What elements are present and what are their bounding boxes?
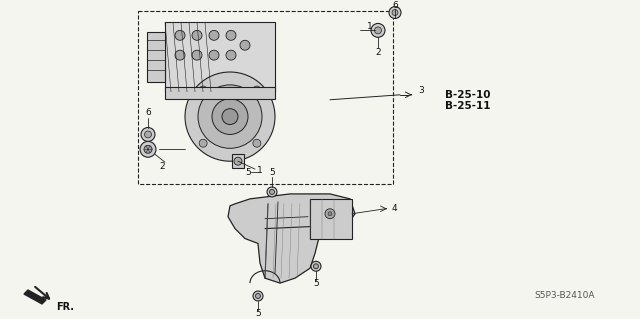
Text: 6: 6	[392, 1, 398, 10]
Circle shape	[392, 10, 398, 16]
Circle shape	[267, 187, 277, 197]
Circle shape	[253, 139, 261, 147]
Text: 5—: 5—	[245, 167, 260, 177]
Circle shape	[328, 212, 332, 216]
Circle shape	[175, 30, 185, 40]
Circle shape	[311, 261, 321, 271]
Text: FR.: FR.	[56, 302, 74, 312]
Circle shape	[371, 23, 385, 37]
Text: 1: 1	[367, 22, 373, 31]
Text: S5P3-B2410A: S5P3-B2410A	[535, 292, 595, 300]
Circle shape	[255, 293, 260, 299]
Circle shape	[198, 85, 262, 148]
Circle shape	[199, 86, 207, 94]
Bar	[165, 22, 275, 92]
Text: 5: 5	[255, 309, 261, 318]
Circle shape	[314, 264, 319, 269]
Polygon shape	[228, 194, 355, 283]
Circle shape	[175, 50, 185, 60]
Circle shape	[209, 50, 219, 60]
Circle shape	[145, 131, 152, 138]
Text: 3: 3	[418, 86, 424, 95]
Text: 1: 1	[257, 166, 263, 174]
Bar	[232, 154, 244, 168]
Circle shape	[192, 30, 202, 40]
Text: 5: 5	[313, 278, 319, 288]
Circle shape	[199, 139, 207, 147]
Text: 4: 4	[392, 204, 397, 213]
Circle shape	[234, 157, 242, 165]
Circle shape	[212, 99, 248, 134]
Bar	[165, 87, 275, 99]
Text: B-25-11: B-25-11	[445, 101, 490, 111]
Circle shape	[253, 86, 261, 94]
Circle shape	[141, 128, 155, 141]
Circle shape	[269, 189, 275, 194]
Text: 6: 6	[145, 108, 151, 117]
Text: B-25-10: B-25-10	[445, 90, 490, 100]
Circle shape	[389, 7, 401, 19]
Polygon shape	[24, 290, 46, 304]
Circle shape	[144, 145, 152, 153]
Text: 2: 2	[159, 162, 165, 171]
Bar	[147, 32, 165, 82]
Bar	[138, 11, 393, 184]
Circle shape	[209, 30, 219, 40]
Circle shape	[253, 291, 263, 301]
Circle shape	[325, 209, 335, 219]
Circle shape	[185, 72, 275, 161]
Circle shape	[222, 109, 238, 124]
Text: 2: 2	[375, 48, 381, 57]
Circle shape	[226, 30, 236, 40]
Circle shape	[226, 50, 236, 60]
Text: 5: 5	[269, 167, 275, 177]
Circle shape	[374, 27, 381, 34]
Circle shape	[240, 40, 250, 50]
Circle shape	[140, 141, 156, 157]
Circle shape	[192, 50, 202, 60]
Bar	[310, 199, 352, 239]
